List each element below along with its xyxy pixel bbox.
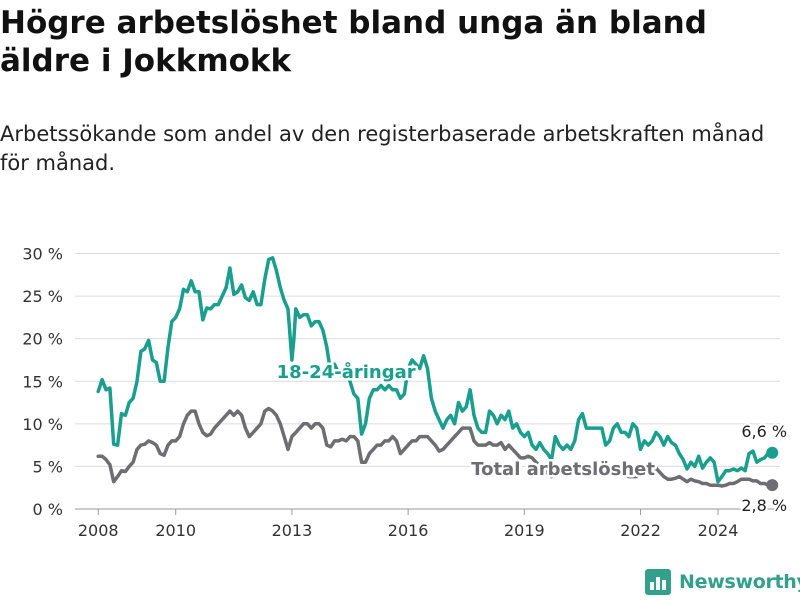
y-tick-label: 0 %: [33, 500, 63, 519]
y-tick-label: 30 %: [22, 245, 63, 264]
series-label-total: Total arbetslöshet: [471, 459, 655, 480]
series-group: [96, 256, 779, 492]
series-labels: 18-24-åringar Total arbetslöshet 6,6 % 2,8 …: [274, 358, 789, 517]
chart-title: Högre arbetslöshet bland unga än bland ä…: [0, 5, 707, 79]
x-tick-label: 2013: [272, 521, 313, 540]
grid-lines: [75, 253, 780, 510]
x-tick-label: 2008: [78, 521, 119, 540]
brand-logo[interactable]: Newsworthy: [645, 568, 800, 596]
x-tick-label: 2024: [698, 521, 739, 540]
bar-chart-logo-icon: [645, 569, 671, 595]
brand-name: Newsworthy: [679, 571, 800, 593]
y-tick-label: 5 %: [33, 457, 63, 476]
y-tick-label: 25 %: [22, 287, 63, 306]
line-chart: 0 %5 %10 %15 %20 %25 %30 % 2008 2010 2013 2…: [22, 245, 789, 540]
x-axis: 2008 2010 2013 2016 2019 2022 2024: [78, 509, 738, 540]
series-label-youth: 18-24-åringar: [277, 361, 416, 383]
end-label-total: 2,8 %: [741, 496, 787, 515]
y-tick-label: 20 %: [22, 330, 63, 349]
y-tick-label: 10 %: [22, 415, 63, 434]
x-tick-label: 2016: [388, 521, 429, 540]
y-axis: 0 % 5 % 10 % 15 % 20 % 25 % 30 %: [22, 245, 63, 519]
y-tick-label: 15 %: [22, 372, 63, 391]
x-tick-label: 2010: [155, 521, 196, 540]
end-label-youth: 6,6 %: [741, 422, 787, 441]
x-tick-label: 2019: [504, 521, 545, 540]
series-end-point: [766, 446, 779, 459]
series-line-total: [96, 406, 775, 488]
series-end-point: [766, 479, 779, 492]
series-line-youth: [96, 256, 775, 484]
x-tick-label: 2022: [620, 521, 661, 540]
chart-subtitle: Arbetssökande som andel av den registerb…: [0, 122, 765, 175]
